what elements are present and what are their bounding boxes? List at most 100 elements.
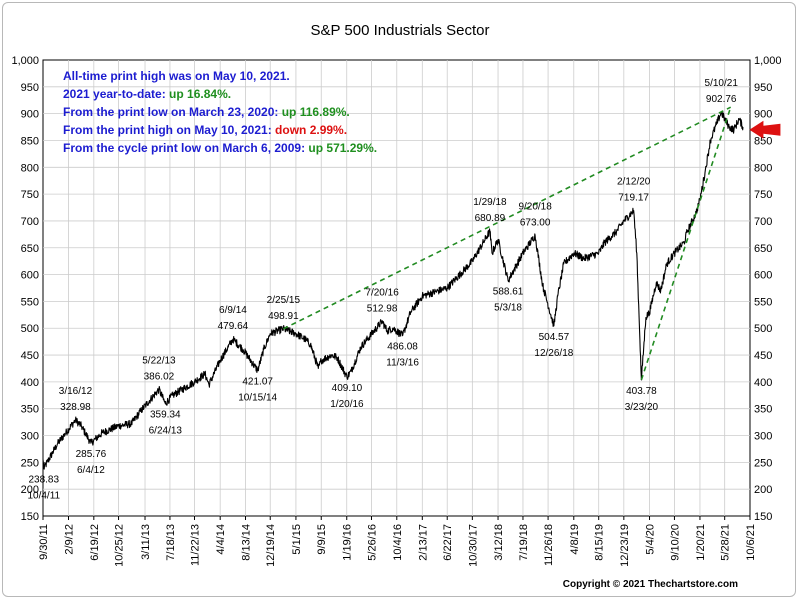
annotation-label: 7/20/16 (365, 287, 399, 298)
x-tick-label: 8/13/14 (240, 524, 252, 561)
y-tick-label-left: 1,000 (11, 55, 39, 67)
y-tick-label-left: 550 (21, 296, 39, 308)
y-tick-label-left: 750 (21, 189, 39, 201)
annotation-label: 359.34 (150, 410, 181, 421)
info-line-segment: up 116.89%. (282, 105, 350, 119)
x-tick-label: 3/12/18 (493, 524, 505, 561)
x-tick-label: 5/4/20 (645, 524, 657, 555)
info-box: All-time print high was on May 10, 2021.… (63, 69, 377, 155)
y-tick-label-left: 400 (21, 377, 39, 389)
info-line-segment: From the cycle print low on March 6, 200… (63, 141, 308, 155)
info-line-segment: up 571.29%. (308, 141, 377, 155)
y-tick-label-right: 300 (754, 431, 772, 443)
x-tick-label: 2/13/17 (417, 524, 429, 561)
y-tick-label-right: 150 (754, 511, 772, 523)
annotation-label: 3/23/20 (625, 402, 659, 413)
annotation-label: 6/9/14 (219, 305, 247, 316)
annotation-label: 512.98 (367, 303, 398, 314)
annotation-label: 12/26/18 (534, 348, 573, 359)
annotation-label: 6/4/12 (77, 465, 105, 476)
y-tick-label-left: 200 (21, 484, 39, 496)
y-tick-label-right: 750 (754, 189, 772, 201)
x-tick-label: 3/11/13 (140, 524, 152, 560)
info-line-segment: From the print low on March 23, 2020: (63, 105, 282, 119)
annotation-label: 5/22/13 (142, 355, 176, 366)
annotation-label: 673.00 (520, 217, 551, 228)
x-tick-label: 6/19/12 (89, 524, 101, 561)
y-tick-label-right: 350 (754, 404, 772, 416)
y-tick-label-right: 550 (754, 296, 772, 308)
x-tick-label: 8/15/19 (594, 524, 606, 561)
x-tick-label: 11/22/13 (189, 524, 201, 566)
trendline (640, 106, 732, 381)
red-arrow-marker (749, 120, 781, 139)
y-tick-label-left: 300 (21, 431, 39, 443)
x-tick-label: 5/26/16 (366, 524, 378, 561)
y-tick-label-right: 900 (754, 109, 772, 121)
x-tick-label: 10/6/21 (745, 524, 757, 561)
x-tick-label: 4/4/14 (215, 524, 227, 555)
info-line-segment: 2021 year-to-date: (63, 87, 169, 101)
annotation-label: 386.02 (144, 371, 175, 382)
annotation-label: 421.07 (242, 377, 273, 388)
y-tick-label-right: 450 (754, 350, 772, 362)
y-tick-label-left: 450 (21, 350, 39, 362)
y-tick-label-right: 250 (754, 457, 772, 469)
y-tick-label-left: 650 (21, 243, 39, 255)
x-tick-label: 12/23/19 (619, 524, 631, 567)
annotation-label: 5/10/21 (705, 78, 739, 89)
annotation-label: 403.78 (626, 386, 657, 397)
y-tick-label-left: 900 (21, 109, 39, 121)
y-tick-label-right: 950 (754, 82, 772, 94)
annotation-label: 3/16/12 (59, 386, 93, 397)
info-line-segment: From the print high on May 10, 2021: (63, 123, 275, 137)
y-tick-label-right: 200 (754, 484, 772, 496)
info-line-segment: down 2.99%. (275, 123, 347, 137)
y-tick-label-left: 250 (21, 457, 39, 469)
annotation-label: 486.08 (387, 342, 418, 353)
annotation-label: 5/3/18 (494, 303, 522, 314)
annotation-label: 2/12/20 (617, 177, 651, 188)
x-tick-label: 7/18/13 (165, 524, 177, 561)
x-tick-label: 2/9/12 (64, 524, 76, 555)
annotation-label: 2/25/15 (267, 295, 301, 306)
y-tick-label-left: 700 (21, 216, 39, 228)
annotation-label: 328.98 (60, 402, 91, 413)
annotation-label: 409.10 (332, 383, 363, 394)
y-tick-label-right: 700 (754, 216, 772, 228)
y-tick-label-left: 500 (21, 323, 39, 335)
x-tick-label: 7/19/18 (518, 524, 530, 561)
x-tick-label: 10/4/16 (392, 524, 404, 561)
x-tick-label: 12/19/14 (265, 524, 277, 567)
x-tick-label: 9/9/15 (316, 524, 328, 555)
y-tick-label-left: 800 (21, 162, 39, 174)
y-tick-label-right: 850 (754, 135, 772, 147)
y-tick-label-right: 800 (754, 162, 772, 174)
y-tick-label-left: 150 (21, 511, 39, 523)
annotation-label: 1/29/18 (473, 197, 507, 208)
trendline (283, 106, 732, 330)
annotation-label: 6/24/13 (149, 426, 183, 437)
price-series-line (42, 110, 744, 470)
x-tick-label: 1/20/21 (695, 524, 707, 561)
annotation-label: 498.91 (268, 311, 299, 322)
y-tick-label-right: 600 (754, 270, 772, 282)
y-tick-label-left: 600 (21, 270, 39, 282)
annotation-label: 588.61 (493, 287, 524, 298)
annotation-label: 719.17 (618, 193, 649, 204)
x-tick-label: 9/10/20 (669, 524, 681, 561)
annotation-label: 680.89 (475, 213, 506, 224)
annotation-label: 11/3/16 (386, 358, 419, 369)
y-tick-label-right: 500 (754, 323, 772, 335)
annotation-label: 1/20/16 (330, 399, 364, 410)
y-tick-label-left: 350 (21, 404, 39, 416)
x-tick-label: 6/22/17 (442, 524, 454, 561)
info-line-segment: All-time print high was on May 10, 2021. (63, 69, 290, 83)
annotation-label: 285.76 (76, 449, 107, 460)
x-tick-label: 10/30/17 (467, 524, 479, 567)
info-line-segment: up 16.84%. (169, 87, 231, 101)
x-tick-label: 11/26/18 (543, 524, 555, 566)
copyright-text: Copyright © 2021 Thechartstore.com (563, 579, 738, 590)
x-tick-label: 5/28/21 (720, 524, 732, 561)
